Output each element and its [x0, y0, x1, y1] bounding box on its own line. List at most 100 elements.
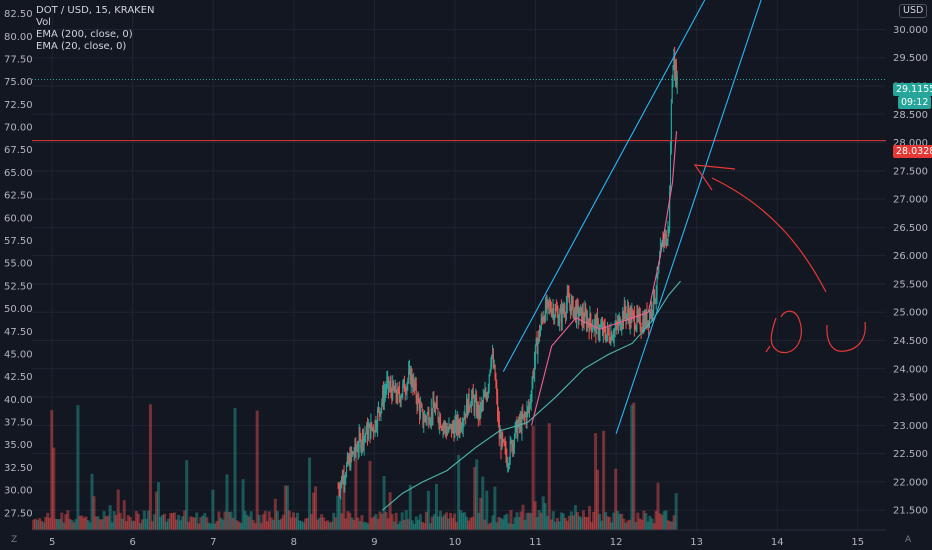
- volume-bar: [489, 522, 493, 530]
- left-axis-tick: 47.50: [4, 327, 33, 338]
- candle-body: [469, 407, 471, 409]
- candle-body: [535, 339, 537, 345]
- candle-body: [405, 391, 407, 393]
- volume-bar: [451, 517, 455, 530]
- drawings[interactable]: [32, 0, 886, 435]
- time-axis[interactable]: 5 6 7 8 9 10 11 12 13 14 15: [32, 529, 886, 548]
- legend-ema-20[interactable]: EMA (20, close, 0): [36, 41, 127, 52]
- candle-body: [435, 402, 437, 408]
- volume-bar: [203, 512, 207, 530]
- candle-body: [538, 331, 540, 341]
- volume-bar: [102, 511, 106, 530]
- right-axis-tick: 29.500: [893, 53, 928, 64]
- candle-body: [578, 315, 580, 319]
- ema-lines: [382, 131, 681, 511]
- volume-bar: [398, 520, 402, 530]
- auto-scale-toggle[interactable]: A: [905, 535, 912, 545]
- volume-bar: [636, 512, 640, 530]
- candle-body: [423, 421, 425, 425]
- candle-body: [338, 487, 340, 491]
- legend-symbol[interactable]: DOT / USD, 15, KRAKEN: [36, 5, 155, 16]
- currency-button[interactable]: USD: [899, 4, 928, 18]
- volume-bar: [219, 517, 223, 530]
- volume-bar: [672, 515, 676, 530]
- volume-bar: [40, 520, 44, 530]
- candle-body: [473, 398, 475, 411]
- left-axis-tick: 60.00: [4, 213, 33, 224]
- candle-body: [387, 377, 389, 381]
- volume-bar: [154, 491, 158, 530]
- candle-body: [534, 344, 536, 362]
- volume-bar: [72, 522, 76, 530]
- right-price-axis[interactable]: 30.00029.50029.00028.50028.00027.50027.0…: [893, 25, 928, 517]
- candle-body: [448, 424, 450, 431]
- volume-bar: [553, 521, 557, 530]
- volume-bar: [332, 512, 336, 530]
- candle-body: [560, 308, 562, 323]
- volume-bar: [588, 506, 592, 530]
- volume-bar: [209, 523, 213, 530]
- candle-body: [439, 416, 441, 425]
- candle-body: [508, 459, 510, 466]
- candle-body: [543, 316, 545, 321]
- candle-body: [346, 456, 348, 465]
- legend-ema-200[interactable]: EMA (200, close, 0): [36, 29, 133, 40]
- candle-body: [409, 367, 411, 384]
- volume-bar: [428, 523, 432, 530]
- zoom-toggle[interactable]: Z: [11, 535, 18, 545]
- left-axis-tick: 80.00: [4, 32, 33, 43]
- candle-body: [643, 319, 645, 331]
- candle-body: [419, 402, 421, 415]
- candle-body: [452, 424, 454, 429]
- candle-body: [617, 324, 619, 327]
- left-price-axis[interactable]: 82.50 80.00 77.50 75.00 72.50 70.00 67.50 65.00…: [4, 9, 33, 519]
- candle-body: [581, 311, 583, 325]
- candle-body: [363, 436, 365, 446]
- candle-body: [628, 315, 630, 326]
- volume-bar: [541, 496, 545, 530]
- candle-body: [471, 396, 473, 406]
- volume-bar: [513, 517, 517, 530]
- candle-body: [475, 397, 477, 401]
- candle-body: [589, 314, 591, 332]
- candle-body: [461, 427, 463, 429]
- volume-bar: [368, 461, 372, 530]
- candle-body: [453, 428, 455, 438]
- volume-bar: [213, 523, 217, 530]
- legend-volume[interactable]: Vol: [36, 17, 51, 28]
- candle-body: [390, 384, 392, 392]
- candle-body: [392, 381, 394, 400]
- candle-body: [514, 424, 516, 438]
- candle-body: [396, 396, 398, 401]
- candle-body: [622, 312, 624, 321]
- right-axis-tick: 24.500: [893, 336, 928, 347]
- candle-body: [372, 427, 374, 429]
- candle-body: [383, 392, 385, 404]
- candle-body: [507, 465, 509, 467]
- candle-body: [672, 69, 674, 80]
- candle-body: [417, 396, 419, 406]
- candle-body: [593, 321, 595, 329]
- candle-body: [428, 411, 430, 424]
- candle-body: [513, 442, 515, 448]
- candle-body: [374, 420, 376, 433]
- volume-bar: [100, 519, 104, 530]
- volume-bar: [223, 511, 227, 530]
- candle-body: [534, 361, 536, 375]
- volume-bar: [348, 512, 352, 530]
- volume-bar: [279, 518, 283, 530]
- volume-bar: [106, 515, 110, 530]
- left-axis-tick: 35.00: [4, 440, 33, 451]
- candle-body: [445, 423, 447, 430]
- volume-bar: [251, 519, 255, 530]
- candle-body: [351, 452, 353, 455]
- volume-bar: [285, 485, 289, 530]
- candle-body: [509, 441, 511, 460]
- volume-bar: [273, 498, 277, 530]
- candle-body: [565, 314, 567, 316]
- time-axis-tick: 7: [210, 537, 216, 548]
- candle-body: [573, 309, 575, 317]
